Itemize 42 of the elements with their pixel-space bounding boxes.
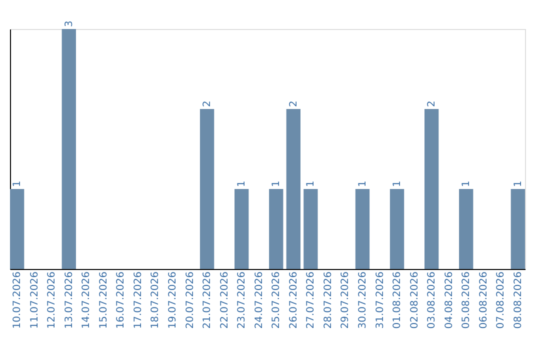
- x-tick-label: 30.07.2026: [357, 272, 368, 329]
- x-tick-label: 02.08.2026: [409, 272, 420, 329]
- x-tick-label: 03.08.2026: [426, 272, 438, 329]
- x-tick-label: 17.07.2026: [132, 272, 144, 329]
- x-tick-label: 25.07.2026: [271, 272, 282, 329]
- x-tick-label: 08.08.2026: [512, 272, 524, 329]
- data-label: 3: [64, 20, 75, 27]
- data-label: 1: [236, 180, 248, 187]
- x-tick-label: 27.07.2026: [306, 272, 317, 329]
- data-label: 1: [271, 180, 282, 187]
- x-tick-label: 26.07.2026: [288, 272, 300, 329]
- x-tick-label: 07.08.2026: [496, 272, 507, 329]
- x-tick-label: 24.07.2026: [254, 272, 265, 329]
- data-label: 1: [306, 180, 317, 187]
- x-tick-label: 21.07.2026: [202, 272, 214, 329]
- x-tick-label: 19.07.2026: [168, 272, 179, 329]
- x-tick-label: 15.07.2026: [98, 272, 110, 329]
- x-tick-label: 04.08.2026: [444, 272, 455, 329]
- x-tick-label: 12.07.2026: [46, 272, 58, 329]
- x-tick-label: 28.07.2026: [322, 272, 334, 329]
- data-label: 2: [202, 100, 214, 107]
- data-label: 1: [12, 180, 24, 187]
- data-label: 2: [288, 100, 300, 107]
- x-tick-label: 06.08.2026: [478, 272, 490, 329]
- x-tick-label: 01.08.2026: [392, 272, 404, 329]
- data-label: 2: [426, 100, 438, 107]
- x-tick-label: 10.07.2026: [12, 272, 24, 329]
- data-label: 1: [461, 180, 472, 187]
- x-tick-label: 16.07.2026: [116, 272, 127, 329]
- x-tick-label: 31.07.2026: [374, 272, 386, 329]
- x-tick-label: 29.07.2026: [340, 272, 352, 329]
- data-label: 1: [512, 180, 524, 187]
- data-label: 1: [357, 180, 368, 187]
- data-label: 1: [392, 180, 404, 187]
- x-tick-label: 11.07.2026: [29, 272, 40, 329]
- x-tick-label: 23.07.2026: [236, 272, 248, 329]
- x-tick-label: 20.07.2026: [184, 272, 196, 329]
- x-tick-label: 14.07.2026: [81, 272, 92, 329]
- x-tick-label: 05.08.2026: [461, 272, 472, 329]
- x-tick-label: 13.07.2026: [64, 272, 75, 329]
- x-tick-label: 22.07.2026: [219, 272, 230, 329]
- x-tick-label: 18.07.2026: [150, 272, 162, 329]
